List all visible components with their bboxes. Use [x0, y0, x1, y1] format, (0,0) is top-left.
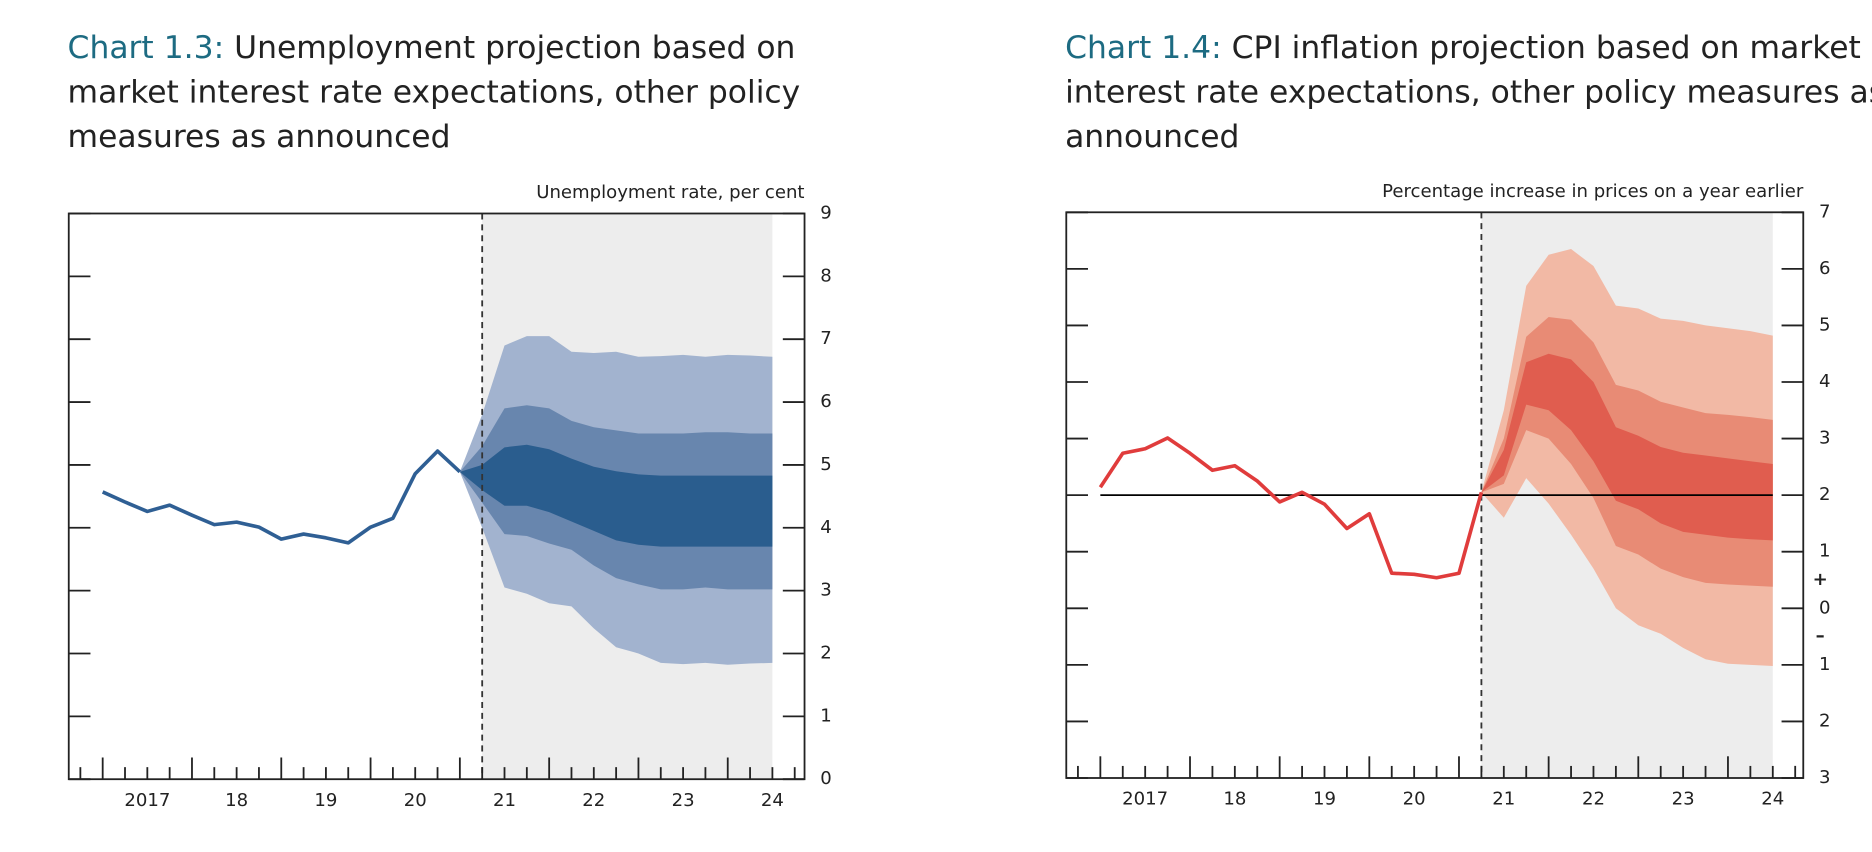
y-tick-label: 6 — [1819, 258, 1831, 279]
x-tick-label: 19 — [1313, 789, 1336, 810]
y-tick-label: 6 — [820, 391, 832, 412]
sign-label: – — [1816, 626, 1825, 647]
y-tick-label: 1 — [1819, 541, 1831, 562]
fan-band — [1481, 353, 1773, 541]
chart-number: Chart 1.4: — [1065, 30, 1222, 67]
y-tick-label: 7 — [1819, 201, 1831, 222]
x-tick-label: 22 — [582, 790, 605, 811]
y-tick-label: 5 — [820, 454, 832, 475]
y-tick-label: 2 — [1819, 484, 1831, 505]
x-tick-label: 18 — [1223, 789, 1246, 810]
y-axis-label: Unemployment rate, per cent — [536, 182, 804, 203]
y-tick-label: 5 — [1819, 314, 1831, 335]
x-tick-label: 20 — [1403, 789, 1426, 810]
y-tick-label: 1 — [820, 705, 832, 726]
y-tick-label: 0 — [1819, 597, 1831, 618]
y-tick-label: 7 — [820, 328, 832, 349]
history-line — [101, 449, 462, 545]
title-text: CPI inflation projection based on market… — [1065, 30, 1872, 156]
y-tick-label: 2 — [1819, 710, 1831, 731]
x-tick-label: 24 — [761, 790, 784, 811]
sign-label: + — [1813, 569, 1828, 590]
x-tick-label: 2017 — [1122, 789, 1168, 810]
y-tick-label: 2 — [820, 642, 832, 663]
x-tick-label: 20 — [404, 790, 427, 811]
y-tick-label: 1 — [1819, 654, 1831, 675]
chart-title: Chart 1.3: Unemployment projection based… — [68, 27, 912, 161]
x-tick-label: 23 — [1672, 789, 1695, 810]
y-tick-label: 3 — [1819, 428, 1831, 449]
y-tick-label: 3 — [1819, 767, 1831, 788]
x-tick-label: 23 — [672, 790, 695, 811]
x-tick-label: 21 — [493, 790, 516, 811]
x-tick-label: 24 — [1761, 789, 1784, 810]
history-line — [1098, 436, 1484, 580]
y-tick-label: 4 — [820, 517, 832, 538]
chart-title: Chart 1.4: CPI inflation projection base… — [1065, 27, 1872, 161]
x-tick-label: 19 — [314, 790, 337, 811]
y-tick-label: 3 — [820, 580, 832, 601]
y-tick-label: 9 — [820, 202, 832, 223]
title-text: Unemployment projection based on market … — [67, 30, 801, 156]
y-tick-label: 0 — [820, 768, 832, 789]
chart-number: Chart 1.3: — [67, 30, 225, 67]
y-tick-label: 8 — [820, 265, 832, 286]
y-axis-label: Percentage increase in prices on a year … — [1382, 181, 1804, 202]
x-tick-label: 22 — [1582, 789, 1605, 810]
x-tick-label: 2017 — [124, 790, 170, 811]
x-tick-label: 18 — [225, 790, 248, 811]
x-tick-label: 21 — [1492, 789, 1515, 810]
y-tick-label: 4 — [1819, 371, 1831, 392]
fan-band — [459, 444, 773, 547]
